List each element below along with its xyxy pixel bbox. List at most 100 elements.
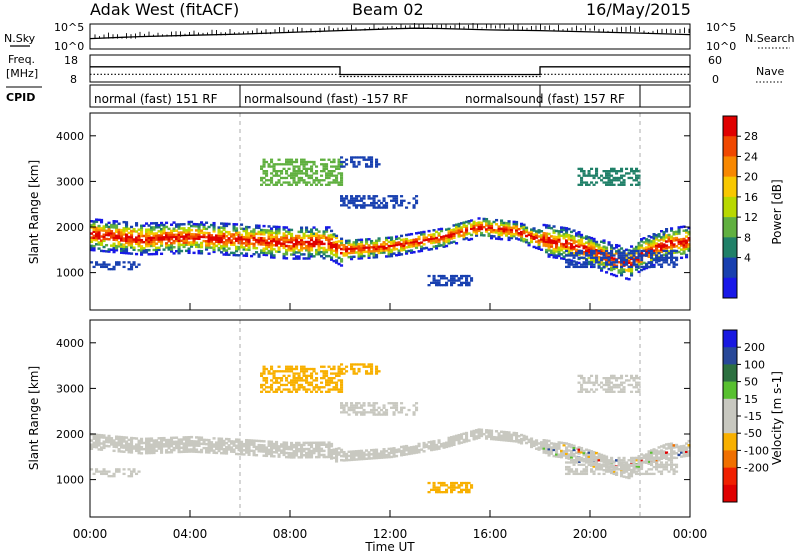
velocity-cell	[598, 457, 601, 459]
power-cell	[110, 230, 113, 232]
freq-left-tick-top: 18	[64, 54, 78, 67]
velocity-cell	[135, 473, 138, 475]
power-cell	[625, 263, 628, 265]
velocity-cell	[140, 452, 143, 454]
velocity-cell	[585, 468, 588, 470]
velocity-cell	[375, 368, 378, 370]
velocity-cell	[113, 475, 116, 477]
power-cell	[288, 181, 291, 183]
velocity-cell	[345, 366, 348, 368]
velocity-cell	[280, 377, 283, 379]
power-cell	[573, 229, 576, 231]
velocity-cell	[133, 470, 136, 472]
power-cell	[628, 278, 631, 280]
velocity-cell	[113, 473, 116, 475]
power-cell	[575, 263, 578, 265]
velocity-cell	[575, 468, 578, 470]
power-cell	[363, 206, 366, 208]
colorbar-swatch	[723, 177, 737, 198]
colorbar-swatch	[723, 217, 737, 238]
velocity-cell	[383, 407, 386, 409]
velocity-cell	[295, 391, 298, 393]
power-cell	[340, 175, 343, 177]
colorbar-tick-label: 200	[744, 341, 765, 354]
power-cell	[468, 284, 471, 286]
power-cell	[668, 263, 671, 265]
velocity-cell	[400, 402, 403, 404]
power-cell	[595, 172, 598, 174]
power-cell	[653, 252, 656, 254]
power-cell	[340, 264, 343, 266]
power-cell	[275, 172, 278, 174]
power-cell	[580, 168, 583, 170]
velocity-cell	[445, 491, 448, 493]
velocity-cell	[470, 486, 473, 488]
velocity-cell	[363, 402, 366, 404]
power-cell	[650, 257, 653, 259]
power-cell	[660, 266, 663, 268]
velocity-cell	[238, 439, 241, 441]
velocity-cell	[228, 438, 231, 440]
velocity-cell	[268, 391, 271, 393]
power-cell	[673, 261, 676, 263]
power-cell	[298, 181, 301, 183]
velocity-cell	[130, 475, 133, 477]
power-cell	[200, 250, 203, 252]
y-tick-label: 2000	[56, 221, 84, 234]
power-cell	[643, 250, 646, 252]
velocity-cell	[605, 468, 608, 470]
power-cell	[365, 163, 368, 165]
power-cell	[188, 247, 191, 249]
power-cell	[413, 197, 416, 199]
velocity-cell	[355, 404, 358, 406]
power-cell	[395, 200, 398, 202]
power-cell	[275, 184, 278, 186]
velocity-cell	[370, 370, 373, 372]
colorbar-swatch	[723, 116, 737, 137]
velocity-cell	[393, 411, 396, 413]
power-cell	[625, 168, 628, 170]
date-title: 16/May/2015	[586, 0, 691, 19]
velocity-cell	[585, 470, 588, 472]
power-cell	[323, 170, 326, 172]
power-cell	[130, 252, 133, 254]
power-cell	[465, 277, 468, 279]
power-cell	[363, 197, 366, 199]
velocity-cell	[595, 388, 598, 390]
power-cell	[200, 221, 203, 223]
velocity-cell	[613, 375, 616, 377]
velocity-cell	[313, 368, 316, 370]
cpid-segment-label: normalsound (fast) 157 RF	[465, 92, 625, 106]
velocity-cell	[593, 391, 596, 393]
power-cell	[208, 252, 211, 254]
power-cell	[628, 172, 631, 174]
power-cell	[320, 175, 323, 177]
velocity-cell	[370, 372, 373, 374]
velocity-cell	[468, 439, 471, 441]
power-cell	[428, 284, 431, 286]
velocity-cell	[270, 384, 273, 386]
velocity-cell	[460, 484, 463, 486]
power-cell	[290, 229, 293, 231]
velocity-cell	[455, 482, 458, 484]
velocity-cell	[548, 440, 551, 442]
velocity-cell	[595, 379, 598, 381]
velocity-cell	[613, 461, 616, 463]
velocity-cell	[625, 470, 628, 472]
power-cell	[115, 220, 118, 222]
velocity-cell	[465, 484, 468, 486]
velocity-cell	[310, 372, 313, 374]
power-cell	[280, 170, 283, 172]
velocity-cell	[673, 468, 676, 470]
velocity-cell	[118, 470, 121, 472]
power-cell	[335, 175, 338, 177]
power-cell	[553, 225, 556, 227]
power-cell	[363, 255, 366, 257]
power-cell	[113, 266, 116, 268]
power-cell	[615, 172, 618, 174]
power-cell	[500, 219, 503, 221]
velocity-cell	[380, 409, 383, 411]
velocity-cell	[600, 466, 603, 468]
power-cell	[343, 165, 346, 167]
